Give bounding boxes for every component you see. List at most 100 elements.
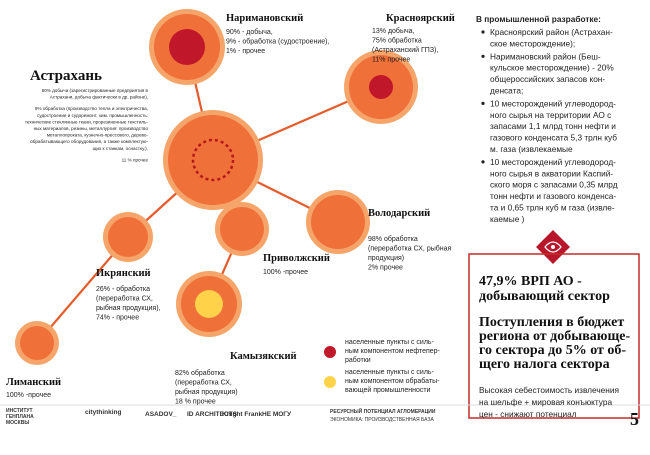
node (168, 115, 258, 205)
footer-title: РЕСУРСНЫЙ ПОТЕНЦИАЛ АГЛОМЕРАЦИИ (330, 407, 436, 415)
node-name: Володарский (368, 208, 430, 219)
footer-logo: ID ARCHITECTS (187, 411, 238, 418)
node-text: 82% обработка (175, 369, 225, 377)
node-text: щих к станкам, оснастку.), (93, 146, 148, 151)
node-text: 18 % прочее (175, 399, 216, 406)
node-core (195, 290, 223, 318)
legend-text: ным компонентом обрабаты- (345, 377, 440, 385)
bullet-text: общероссийских запасов кон- (490, 74, 605, 84)
node-name: Астрахань (30, 68, 102, 84)
legend-text: населенные пункты с силь- (345, 339, 435, 346)
box-revenue: го сектора до 5% от об- (479, 343, 626, 358)
node (108, 217, 148, 257)
node-text: рыбная продукция), (96, 304, 161, 312)
bullet-text: ское месторождение); (490, 38, 575, 48)
bullet-text: м. газа (извлекаемые (490, 144, 573, 154)
box-note: цен - снижают потенциал (479, 409, 577, 419)
node-text: ных материалов, резины, металлургия: про… (34, 126, 149, 131)
node-text: 11 % прочее (122, 157, 149, 162)
box-revenue: Поступления в бюджет (479, 315, 624, 330)
node-name: Наримановский (226, 13, 303, 24)
node-text: 74% - прочее (96, 315, 139, 322)
footer-logo: ASADOV_ (145, 411, 177, 418)
node-text: обрабатывающего оборудования, а также ко… (30, 139, 148, 144)
bullet-text: 10 месторождений углеводород- (490, 157, 616, 167)
footer-subtitle: ЭКОНОМИКА: ПРОИЗВОДСТВЕННАЯ БАЗА (330, 417, 434, 423)
box-revenue: региона от добывающе- (479, 329, 630, 344)
node-text: (переработка СХ, (96, 295, 153, 303)
footer-logo: МОСКВЫ (6, 420, 29, 426)
bullet-text: Красноярский район (Астрахан- (490, 27, 613, 37)
legend-text: работки (345, 356, 371, 364)
bullet (481, 101, 485, 105)
node-name: Красноярский (386, 13, 455, 24)
ornament (536, 230, 570, 264)
node-name: Икрянский (96, 268, 151, 279)
highlight-box (468, 253, 640, 419)
legend-text: ным компонентом нефтепер- (345, 348, 441, 355)
bullet (481, 160, 485, 164)
bullet-text: та и 0,65 трлн куб м газа (извле- (490, 203, 615, 213)
node-name: Лиманский (6, 377, 61, 388)
node-text: 2% прочее (368, 265, 403, 272)
bullet-text: ного сырья на территории АО с (490, 110, 611, 120)
node-text: 100% -прочее (263, 269, 308, 276)
panel-heading: В промышленной разработке: (476, 14, 601, 24)
node-ring (191, 138, 235, 182)
node (220, 207, 264, 251)
node-text: 98% обработка (368, 235, 418, 243)
node-text: металлопроката, кузнечно-прессового, дер… (47, 133, 149, 138)
page-number: 5 (630, 409, 639, 429)
bullet-text: денсата; (490, 86, 523, 96)
node-name: Приволжский (263, 253, 330, 264)
node-name: Камызякский (230, 351, 297, 362)
bullet-text: ного сырья в акватории Каспий- (490, 168, 613, 178)
node-text: 90% - добыча, (226, 28, 273, 36)
node (20, 326, 54, 360)
node-text: (переработка СХ, (175, 379, 232, 387)
node-text: 100% -прочее (6, 392, 51, 399)
bullet-text: Наримановский район (Беш- (490, 51, 601, 61)
node-text: 9% - обработка (судостроение), (226, 38, 329, 46)
node-text: 1% - прочее (226, 48, 265, 55)
bullet-text: каемые ) (490, 214, 525, 224)
node-text: судостроение и судоремонт, хим. промышле… (37, 113, 148, 118)
legend-text: населенные пункты с силь- (345, 369, 435, 376)
bullet-text: ского моря с запасами 0,35 млрд (490, 180, 618, 190)
node-text: 13% добыча, (372, 27, 415, 35)
bullet (481, 54, 485, 58)
footer-logo: citythinking (85, 409, 122, 416)
footer-logo: НЕ МОГУ (262, 411, 292, 418)
node-text: (переработка СХ, рыбная (368, 245, 452, 253)
bullet (481, 30, 485, 34)
bullet-text: кульское месторождение) - 20% (490, 63, 614, 73)
box-headline: 47,9% ВРП АО - (479, 274, 582, 289)
node-text: 9% обработка (производство тепла и элект… (35, 106, 148, 111)
bullet-text: газового конденсата 5,3 трлн куб (490, 133, 617, 143)
box-note: Высокая себестоимость извлечения (479, 385, 619, 395)
node-core (169, 29, 205, 65)
legend-swatch (324, 346, 336, 358)
node-text: рыбная продукция) (175, 388, 238, 396)
node-core (369, 75, 393, 99)
legend-swatch (324, 376, 336, 388)
box-revenue: щего налога сектора (479, 357, 610, 372)
node-text: продукция) (368, 255, 404, 262)
bullet-text: 10 месторождений углеводород- (490, 98, 616, 108)
node-text: 75% обработка (372, 37, 422, 45)
box-note: на шельфе + мировая конъюктура (479, 397, 612, 407)
footer-logo: ИНСТИТУТ (6, 408, 33, 414)
bullet-text: тонн нефти и газового конденса- (490, 191, 616, 201)
node-text: технические стеклянные ткани, прорезинен… (25, 119, 149, 124)
node (311, 195, 365, 249)
footer-logo: Knight Frank (222, 411, 262, 418)
node-text: 11% прочее (372, 57, 410, 64)
bullet-text: запасами 1,1 млрд тонн нефти и (490, 121, 616, 131)
node-text: 26% - обработка (96, 285, 150, 293)
node-text: Астрахани, добыча фактически в др. район… (50, 94, 148, 100)
box-headline: добывающий сектор (479, 289, 610, 304)
node-text: 80% добыча (зарегистрированные предприят… (42, 88, 149, 93)
node-text: (Астраханский ГПЗ), (372, 46, 438, 54)
footer-logo: ГЕНПЛАНА (6, 414, 34, 420)
